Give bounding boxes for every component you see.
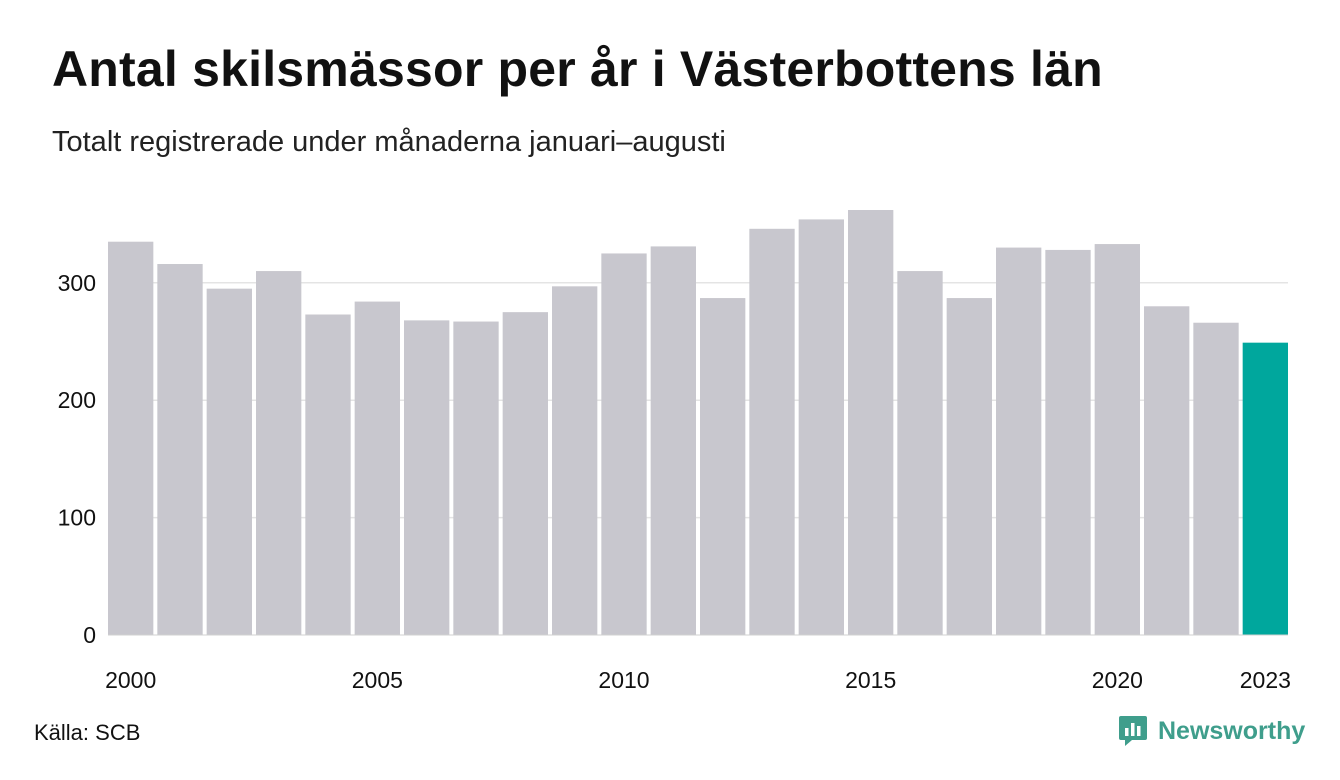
bar-2023 — [1242, 342, 1288, 635]
x-tick-label-2015: 2015 — [845, 667, 896, 693]
y-tick-label-0: 0 — [83, 622, 96, 648]
bar-2022 — [1193, 322, 1239, 635]
x-tick-label-2023: 2023 — [1240, 667, 1291, 693]
x-tick-label-2000: 2000 — [105, 667, 156, 693]
bar-2020 — [1094, 244, 1140, 635]
bar-2001 — [157, 264, 203, 635]
bar-2007 — [453, 321, 499, 635]
bar-2003 — [256, 271, 302, 635]
bar-2004 — [305, 314, 351, 635]
chart-subtitle: Totalt registrerade under månaderna janu… — [52, 126, 726, 158]
x-tick-label-2005: 2005 — [352, 667, 403, 693]
newsworthy-logo-icon — [1119, 716, 1147, 746]
bar-2017 — [946, 298, 992, 635]
bar-2002 — [206, 288, 252, 635]
bar-2012 — [700, 298, 746, 635]
x-tick-label-2020: 2020 — [1092, 667, 1143, 693]
bar-2009 — [552, 286, 598, 635]
bar-2006 — [404, 320, 450, 635]
bar-2011 — [650, 246, 696, 635]
y-tick-label-200: 200 — [58, 387, 96, 413]
bar-2005 — [354, 301, 400, 635]
bar-2010 — [601, 253, 647, 635]
bar-2019 — [1045, 249, 1091, 635]
bar-2015 — [848, 210, 894, 635]
brand-name: Newsworthy — [1158, 716, 1306, 745]
bar-2014 — [798, 219, 844, 635]
chart-title: Antal skilsmässor per år i Västerbottens… — [52, 41, 1103, 97]
bar-2016 — [897, 271, 943, 635]
x-tick-label-2010: 2010 — [598, 667, 649, 693]
bar-2008 — [502, 312, 548, 635]
bar-2013 — [749, 228, 795, 636]
bar-2000 — [108, 241, 154, 635]
source-label: Källa: SCB — [34, 720, 141, 745]
brand: Newsworthy — [1118, 714, 1305, 748]
y-tick-label-300: 300 — [58, 270, 96, 296]
bar-2018 — [996, 247, 1042, 635]
y-tick-label-100: 100 — [58, 505, 96, 531]
bar-2021 — [1144, 306, 1190, 635]
